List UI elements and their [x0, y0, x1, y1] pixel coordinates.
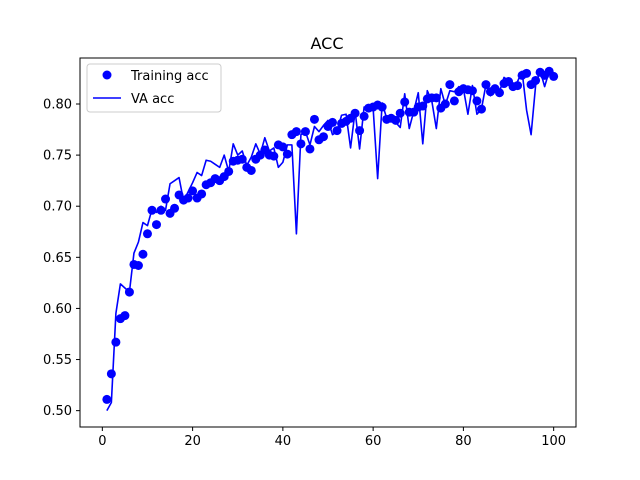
training-acc-point	[400, 97, 410, 107]
training-acc-point	[124, 287, 134, 297]
training-acc-point	[449, 96, 459, 106]
training-acc-point	[513, 81, 523, 91]
training-acc-point	[476, 104, 486, 114]
plot-area	[102, 66, 559, 412]
training-acc-point	[278, 142, 288, 152]
training-acc-point	[188, 186, 198, 196]
axes-frame	[79, 57, 577, 428]
training-acc-point	[531, 75, 541, 85]
training-acc-point	[111, 337, 121, 347]
x-tick-label: 40	[275, 434, 292, 449]
training-acc-point	[431, 93, 441, 103]
training-acc-point	[481, 80, 491, 90]
y-tick-label: 0.50	[43, 404, 72, 419]
legend-label-va: VA acc	[131, 92, 174, 107]
training-acc-point	[350, 108, 360, 118]
training-acc-point	[138, 249, 148, 259]
y-tick-label: 0.70	[43, 200, 72, 215]
training-acc-point	[152, 220, 161, 230]
training-acc-point	[467, 86, 477, 96]
training-acc-point	[102, 394, 112, 404]
training-acc-point	[156, 205, 166, 215]
training-acc-point	[224, 166, 234, 176]
y-tick-label: 0.60	[43, 302, 72, 317]
training-acc-point	[418, 101, 428, 111]
training-acc-point	[142, 229, 152, 239]
training-acc-point	[237, 154, 247, 164]
x-tick-label: 20	[184, 434, 201, 449]
training-acc-point	[495, 88, 504, 98]
training-acc-point	[305, 144, 315, 154]
legend-label-training: Training acc	[130, 69, 209, 84]
training-acc-point	[445, 80, 455, 90]
training-acc-point	[106, 369, 116, 379]
training-acc-point	[147, 205, 157, 215]
chart-title: ACC	[310, 34, 343, 53]
training-acc-point	[120, 311, 130, 321]
legend-marker-training	[102, 70, 112, 80]
y-axis: 0.50 0.55 0.60 0.65 0.70 0.75 0.80	[43, 97, 80, 419]
training-acc-point	[395, 108, 405, 118]
x-tick-label: 100	[541, 434, 566, 449]
y-tick-label: 0.80	[43, 97, 72, 112]
training-acc-point	[440, 99, 450, 109]
training-acc-point	[355, 126, 365, 136]
training-acc-point	[359, 111, 369, 121]
training-acc-point	[197, 189, 207, 199]
training-acc-point	[282, 149, 292, 159]
training-acc-point	[391, 115, 401, 125]
training-acc-point	[183, 193, 193, 203]
training-acc-point	[269, 151, 279, 161]
training-acc-point	[133, 261, 143, 270]
x-tick-label: 60	[365, 434, 382, 449]
legend: Training acc VA acc	[86, 63, 222, 113]
y-tick-label: 0.55	[43, 353, 72, 368]
x-tick-label: 0	[98, 434, 106, 449]
training-acc-point	[377, 102, 387, 112]
training-acc-point	[318, 132, 328, 142]
training-acc-point	[328, 117, 338, 127]
training-acc-point	[291, 127, 301, 137]
x-axis: 0 20 40 60 80 100	[98, 427, 566, 449]
training-acc-point	[522, 68, 532, 78]
legend-box	[86, 63, 222, 113]
training-acc-point	[170, 203, 180, 213]
training-acc-point	[309, 114, 319, 124]
training-acc-point	[296, 139, 306, 149]
training-acc-point	[472, 96, 482, 106]
training-acc-point	[246, 165, 256, 175]
training-acc-point	[332, 126, 342, 136]
x-tick-label: 80	[455, 434, 472, 449]
training-acc-point	[549, 71, 559, 81]
training-acc-point	[161, 194, 171, 204]
training-acc-point	[300, 127, 310, 137]
y-tick-label: 0.75	[43, 149, 72, 164]
y-tick-label: 0.65	[43, 251, 72, 266]
